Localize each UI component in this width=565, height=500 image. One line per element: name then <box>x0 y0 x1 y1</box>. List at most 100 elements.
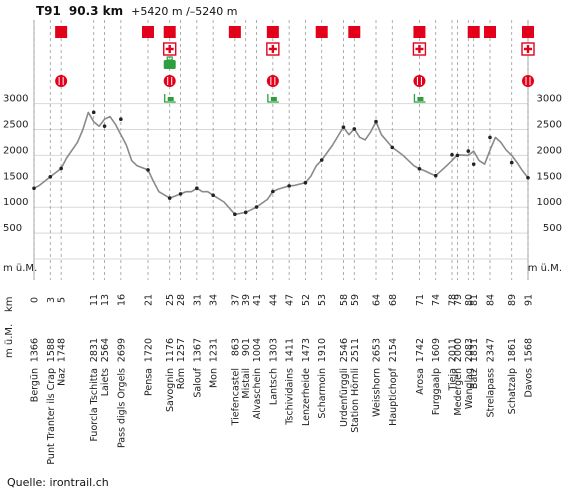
station-point <box>254 205 259 209</box>
stage-square <box>142 26 154 38</box>
y-tick-label-left: 1500 <box>3 171 28 182</box>
station-point <box>471 162 476 166</box>
station-km-label: 39 <box>241 294 252 306</box>
station-name-label: Punt Tranter ils Crap <box>46 368 57 465</box>
station-point <box>526 175 530 180</box>
station-km-label: 41 <box>252 294 263 306</box>
station-name-label: Medergen <box>453 368 464 416</box>
station-name-label: Rôm <box>176 368 187 389</box>
station-name-label: Batz <box>469 368 480 389</box>
station-name-label: Salouf <box>192 367 203 397</box>
station-km-label: 11 <box>89 294 100 306</box>
profile-chart: 500 500 1000 1000 1500 1500 2000 2000 2500 2500 30… <box>3 20 562 465</box>
stage-square <box>163 26 176 38</box>
station-point <box>146 168 150 172</box>
station-km-label: 79 <box>453 294 464 306</box>
station-km-label: 53 <box>317 294 328 306</box>
station-elevation-label: 1303 <box>268 338 279 362</box>
first-aid-icon <box>268 47 277 51</box>
station-point <box>243 210 248 215</box>
bus-icon <box>417 97 424 101</box>
station-point <box>59 166 63 171</box>
station-km-label: 47 <box>285 294 296 306</box>
stage-square <box>348 26 361 38</box>
station-elevation-label: 1367 <box>192 338 203 362</box>
station-km-label: 89 <box>507 294 518 306</box>
y-tick-label-left: 2000 <box>3 145 28 156</box>
station-point <box>178 192 183 196</box>
stage-square <box>228 26 241 38</box>
source-credit: Quelle: irontrail.ch <box>7 476 109 489</box>
elevation-summary: +5420 m /–5240 m <box>131 5 238 18</box>
y-tick-label-left: 2500 <box>3 120 28 131</box>
y-unit-right: m ü.M. <box>528 263 562 274</box>
y-tick-label-left: 1000 <box>3 197 28 208</box>
station-name-label: Wanglag <box>464 368 475 409</box>
station-elevation-label: 1004 <box>252 338 263 362</box>
station-elevation-label: 1257 <box>176 338 187 362</box>
station-name-label: Arosa <box>415 368 426 395</box>
station-elevation-label: 1748 <box>57 338 68 362</box>
station-km-label: 3 <box>46 297 57 303</box>
route-header: T91 90.3 km +5420 m /–5240 m <box>36 4 238 20</box>
station-km-label: 81 <box>469 294 480 306</box>
station-elevation-label: 2546 <box>339 338 350 362</box>
stage-square <box>467 26 480 38</box>
station-km-label: 58 <box>339 294 350 306</box>
y-tick-label-right: 3000 <box>537 94 562 105</box>
station-km-label: 16 <box>116 294 127 306</box>
y-tick-label-left: 500 <box>3 223 22 234</box>
stage-square <box>315 26 328 38</box>
luggage-icon <box>166 56 173 61</box>
first-aid-icon <box>524 47 532 51</box>
station-km-label: 64 <box>372 294 383 306</box>
station-elevation-label: 901 <box>241 338 252 356</box>
station-name-label: Laiets <box>100 368 111 396</box>
station-name-label: Pensa <box>144 368 155 396</box>
km-row-label: km <box>4 296 15 312</box>
station-elevation-label: 2511 <box>350 338 361 362</box>
station-name-label: Davos <box>524 368 535 398</box>
station-name-label: Urdenfürggli <box>339 368 350 427</box>
station-name-label: Naz <box>57 368 68 386</box>
station-elevation-label: 863 <box>230 338 241 356</box>
station-km-label: 0 <box>30 297 41 303</box>
station-name-label: Mon <box>209 368 220 388</box>
station-name-label: Furggaalp <box>431 368 442 415</box>
restaurant-icon <box>522 75 534 87</box>
station-point <box>390 145 395 150</box>
station-km-label: 84 <box>486 294 497 306</box>
bus-icon <box>270 97 277 101</box>
station-name-label: Mistail <box>241 368 252 399</box>
y-tick-label-right: 2000 <box>537 145 562 156</box>
station-point <box>91 110 96 115</box>
station-km-label: 68 <box>388 294 399 306</box>
y-unit-left: m ü.M. <box>3 263 37 274</box>
station-name-label: Tieja <box>448 368 459 391</box>
station-km-label: 28 <box>176 294 187 306</box>
station-elevation-label: 2000 <box>453 338 464 362</box>
stage-square <box>484 26 496 38</box>
station-elevation-label: 1720 <box>144 338 155 362</box>
station-elevation-label: 2083 <box>464 338 475 362</box>
station-elevation-label: 1176 <box>165 338 176 362</box>
station-name-label: Lantsch <box>268 368 279 405</box>
stage-square <box>413 26 426 38</box>
station-point <box>455 153 460 158</box>
station-point <box>287 184 291 188</box>
station-name-label: Fuorcla Tschitta <box>89 368 100 442</box>
station-km-label: 21 <box>144 294 155 306</box>
station-point <box>211 193 215 198</box>
station-km-label: 71 <box>415 294 426 306</box>
station-point <box>509 160 514 165</box>
station-point <box>233 212 237 217</box>
station-name-label: Hauptichopf <box>388 367 399 425</box>
stage-square <box>266 26 279 38</box>
station-km-label: 78 <box>448 294 459 306</box>
station-elevation-label: 1568 <box>524 338 535 362</box>
station-km-label: 37 <box>230 294 241 306</box>
station-elevation-label: 2347 <box>486 338 497 362</box>
station-name-label: Lenzerheide <box>301 368 312 426</box>
station-point <box>271 189 275 194</box>
station-km-label: 34 <box>209 294 220 306</box>
